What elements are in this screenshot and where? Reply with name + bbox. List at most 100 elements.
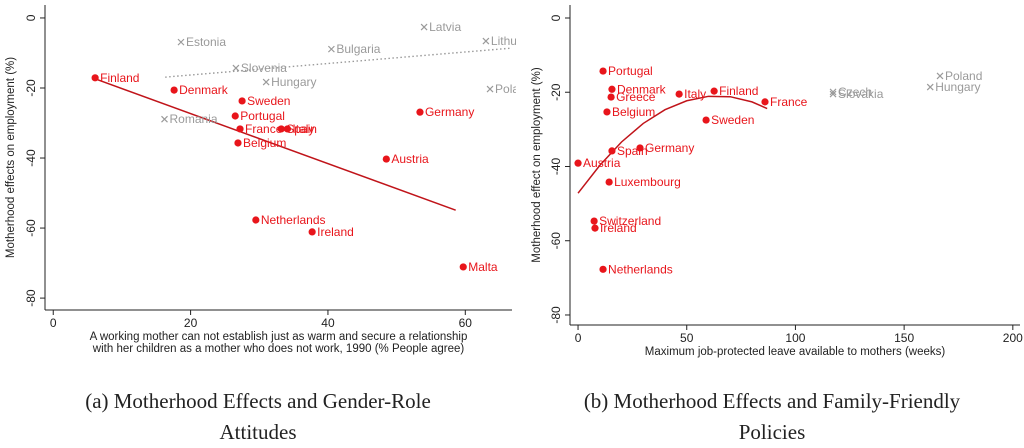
point-label: Estonia <box>186 35 226 49</box>
point-label: Slovenia <box>241 61 287 75</box>
x-tick-label: 40 <box>321 316 335 330</box>
point-label: Switzerland <box>599 214 661 228</box>
x-tick-label: 0 <box>50 316 57 330</box>
x-tick-label: 0 <box>575 331 582 345</box>
point-label: France <box>245 122 283 136</box>
point-label: Spain <box>617 144 648 158</box>
point <box>170 86 178 94</box>
point-label: Portugal <box>608 64 653 78</box>
chart: 0 -20 -40 -60 -80 0 20 40 60A working mother can… <box>5 5 540 355</box>
point-label: Finland <box>100 71 139 85</box>
y-axis-label: Motherhood effects on employment (%) <box>5 57 17 258</box>
point-label: Portugal <box>240 109 285 123</box>
point-label: Austria <box>583 156 621 170</box>
y-tick-label: -20 <box>549 83 563 101</box>
point <box>605 178 613 186</box>
point <box>231 112 239 120</box>
point-label: Greece <box>616 90 656 104</box>
point <box>926 83 934 91</box>
point <box>486 85 494 93</box>
point-label: Sweden <box>711 113 754 127</box>
point-label: Netherlands <box>261 213 326 227</box>
point-label: Denmark <box>179 83 229 97</box>
point-label: Lithuania <box>491 34 540 48</box>
y-axis-label: Motherhood effect on employment (%) <box>531 67 543 263</box>
x-axis-label: Maximum job-protected leave available to… <box>645 346 946 358</box>
x-tick-label: 60 <box>459 316 473 330</box>
point <box>607 93 615 101</box>
point <box>416 108 424 116</box>
chart: 0 -20 -40 -60 -80 0 50 100 150 200 Maximum job-pro… <box>531 5 1023 358</box>
point <box>283 125 292 133</box>
x-axis-label: A working mother can not establish just … <box>90 331 468 343</box>
caption: (b) Motherhood Effects and Family-Friend… <box>583 389 961 444</box>
point-label: Ireland <box>600 221 637 235</box>
point <box>599 67 607 75</box>
point-label: Poland <box>495 82 532 96</box>
point-label: Malta <box>468 260 498 274</box>
point <box>829 88 837 96</box>
point <box>590 217 598 225</box>
point-label: Hungary <box>271 75 316 89</box>
point <box>591 224 599 232</box>
point-label: Sweden <box>247 94 290 108</box>
point-label: Romania <box>169 112 217 126</box>
point-label: Netherlands <box>608 262 673 276</box>
point <box>277 125 285 133</box>
point-label: Italy <box>684 87 706 101</box>
point-label: Belgium <box>243 136 286 150</box>
point <box>829 90 837 98</box>
point <box>574 159 582 167</box>
point-label: Denmark <box>617 82 667 96</box>
point <box>236 125 244 133</box>
y-tick-label: -60 <box>549 232 563 250</box>
point <box>420 23 428 31</box>
point <box>608 85 616 93</box>
point <box>252 216 260 224</box>
point <box>232 64 240 72</box>
y-tick-label: 0 <box>549 14 563 21</box>
point-label: Germany <box>425 105 474 119</box>
point-label: Belgium <box>612 105 655 119</box>
point <box>761 98 769 106</box>
point <box>91 74 99 82</box>
point-label: Hungary <box>935 80 980 94</box>
point <box>234 139 242 147</box>
point <box>177 38 185 46</box>
point <box>161 115 168 123</box>
x-tick-label: 100 <box>785 331 805 345</box>
point <box>608 147 616 155</box>
point <box>327 45 335 53</box>
y-tick-label: -80 <box>549 306 563 324</box>
point <box>382 155 390 163</box>
y-tick-label: -40 <box>549 157 563 175</box>
point-label: Czech <box>838 85 872 99</box>
point-label: Bulgaria <box>336 42 380 56</box>
caption: (a) Motherhood Effects and Gender-Role A… <box>85 389 431 444</box>
point <box>459 263 467 271</box>
point-label: Spain <box>286 122 317 136</box>
x-tick-label: 20 <box>184 316 198 330</box>
point <box>262 78 270 86</box>
point-label: Ireland <box>317 225 354 239</box>
y-tick-label: -60 <box>24 219 38 237</box>
point <box>675 90 683 98</box>
point <box>308 228 316 236</box>
x-tick-label: 150 <box>894 331 914 345</box>
x-axis-label: with her children as a mother who does n… <box>92 343 465 355</box>
point-label: Finland <box>719 84 758 98</box>
point-label: Slovakia <box>838 87 884 101</box>
y-tick-label: -40 <box>24 149 38 167</box>
point-label: Italy <box>292 122 314 136</box>
point <box>710 87 718 95</box>
point-label: Austria <box>391 152 429 166</box>
point-label: Luxembourg <box>614 175 681 189</box>
x-tick-label: 50 <box>680 331 694 345</box>
point <box>603 108 611 116</box>
point <box>238 97 246 105</box>
point-label: Latvia <box>429 20 461 34</box>
y-tick-label: -80 <box>24 289 38 307</box>
